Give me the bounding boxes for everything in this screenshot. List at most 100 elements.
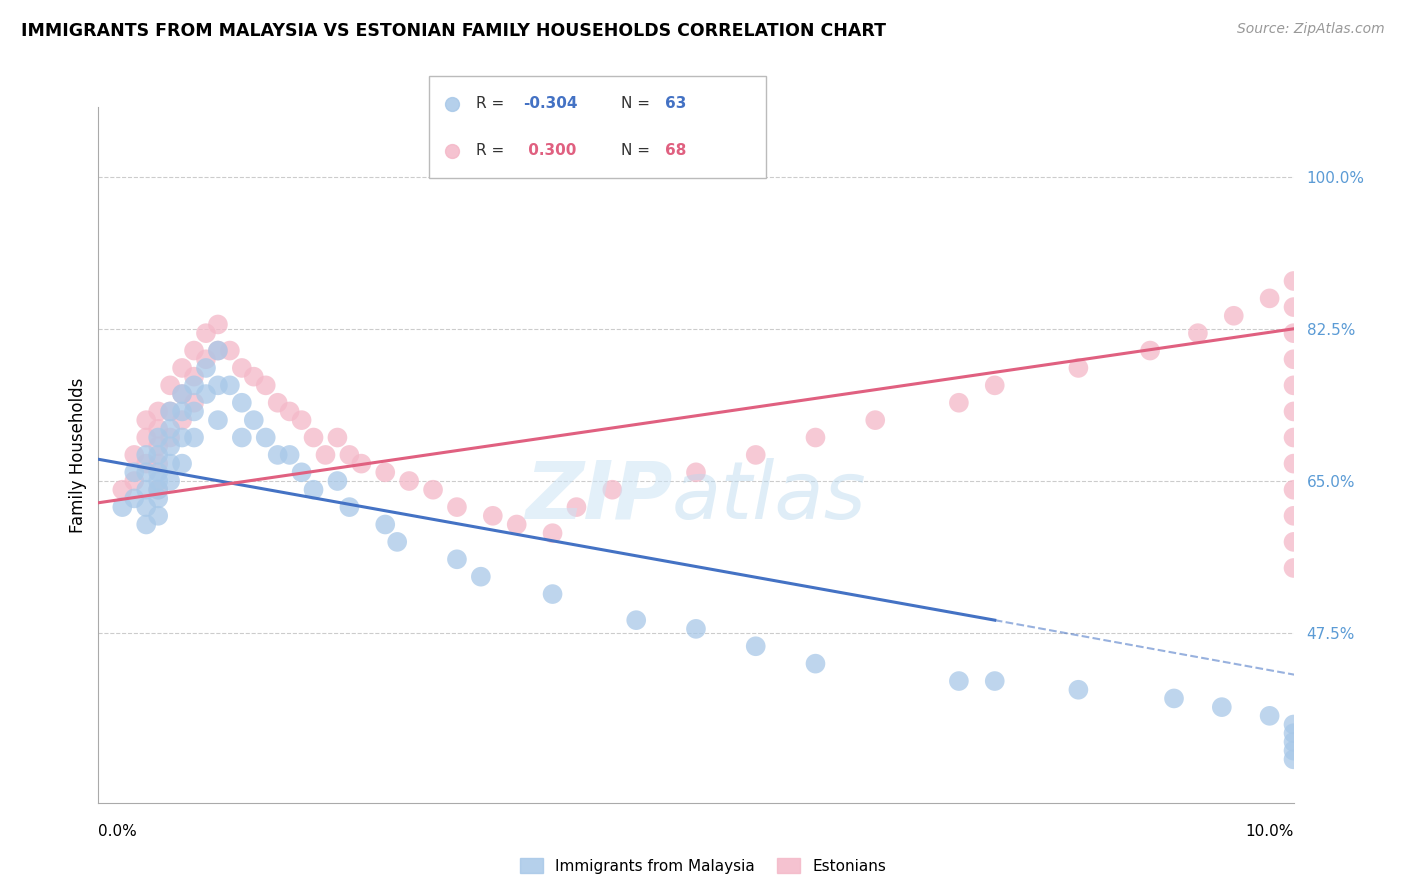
Point <box>111 483 134 497</box>
Point <box>159 431 181 445</box>
Point <box>291 413 314 427</box>
Point <box>470 570 492 584</box>
Point <box>148 404 170 418</box>
Point <box>219 378 242 392</box>
Point <box>1282 726 1305 740</box>
Point <box>685 466 707 480</box>
Point <box>446 552 468 566</box>
Point <box>374 517 396 532</box>
Point <box>1282 717 1305 731</box>
Point <box>148 474 170 488</box>
Point <box>302 483 325 497</box>
Point <box>135 457 157 471</box>
Point <box>148 466 170 480</box>
FancyBboxPatch shape <box>429 76 766 178</box>
Point <box>441 144 464 158</box>
Point <box>148 439 170 453</box>
Point <box>278 448 301 462</box>
Text: R =: R = <box>477 144 509 158</box>
Point <box>804 657 827 671</box>
Point <box>231 431 253 445</box>
Point <box>148 483 170 497</box>
Point <box>231 360 253 375</box>
Text: ZIP: ZIP <box>524 458 672 536</box>
Point <box>685 622 707 636</box>
Legend: Immigrants from Malaysia, Estonians: Immigrants from Malaysia, Estonians <box>513 852 893 880</box>
Point <box>172 387 194 401</box>
Point <box>207 318 229 332</box>
Point <box>1282 752 1305 766</box>
Point <box>350 457 373 471</box>
Point <box>745 448 768 462</box>
Text: 0.0%: 0.0% <box>98 823 138 838</box>
Point <box>339 500 360 514</box>
Point <box>374 466 396 480</box>
Point <box>195 352 218 367</box>
Point <box>159 457 181 471</box>
Point <box>984 674 1007 689</box>
Point <box>267 448 290 462</box>
Text: -0.304: -0.304 <box>523 96 578 111</box>
Point <box>267 396 290 410</box>
Text: N =: N = <box>621 144 655 158</box>
Point <box>124 466 146 480</box>
Point <box>135 466 157 480</box>
Point <box>135 431 157 445</box>
Point <box>124 491 146 506</box>
Point <box>148 457 170 471</box>
Point <box>183 378 205 392</box>
Point <box>398 474 420 488</box>
Point <box>1187 326 1209 341</box>
Point <box>1282 735 1305 749</box>
Point <box>1163 691 1185 706</box>
Point <box>948 674 970 689</box>
Point <box>804 431 827 445</box>
Text: 63: 63 <box>665 96 686 111</box>
Y-axis label: Family Households: Family Households <box>69 377 87 533</box>
Point <box>1223 309 1246 323</box>
Point <box>541 587 564 601</box>
Point <box>124 448 146 462</box>
Point <box>326 474 349 488</box>
Text: R =: R = <box>477 96 509 111</box>
Point <box>1282 744 1305 758</box>
Point <box>183 404 205 418</box>
Point <box>148 491 170 506</box>
Point <box>481 508 505 523</box>
Point <box>1282 535 1305 549</box>
Point <box>159 422 181 436</box>
Point <box>172 457 194 471</box>
Point <box>315 448 337 462</box>
Point <box>172 431 194 445</box>
Point <box>183 396 205 410</box>
Point <box>506 517 529 532</box>
Point <box>1211 700 1233 714</box>
Point <box>441 96 464 111</box>
Point <box>135 483 157 497</box>
Point <box>159 404 181 418</box>
Point <box>1258 291 1281 305</box>
Point <box>1282 483 1305 497</box>
Point <box>602 483 624 497</box>
Point <box>219 343 242 358</box>
Point <box>1282 508 1305 523</box>
Text: 68: 68 <box>665 144 686 158</box>
Point <box>1282 561 1305 575</box>
Point <box>231 396 253 410</box>
Point <box>159 404 181 418</box>
Point <box>1067 360 1090 375</box>
Point <box>243 369 266 384</box>
Point <box>148 483 170 497</box>
Point <box>865 413 887 427</box>
Point <box>172 404 194 418</box>
Point <box>135 500 157 514</box>
Point <box>195 387 218 401</box>
Point <box>111 500 134 514</box>
Text: 10.0%: 10.0% <box>1246 823 1294 838</box>
Point <box>422 483 444 497</box>
Point <box>159 378 181 392</box>
Point <box>339 448 360 462</box>
Point <box>183 369 205 384</box>
Point <box>183 431 205 445</box>
Point <box>207 413 229 427</box>
